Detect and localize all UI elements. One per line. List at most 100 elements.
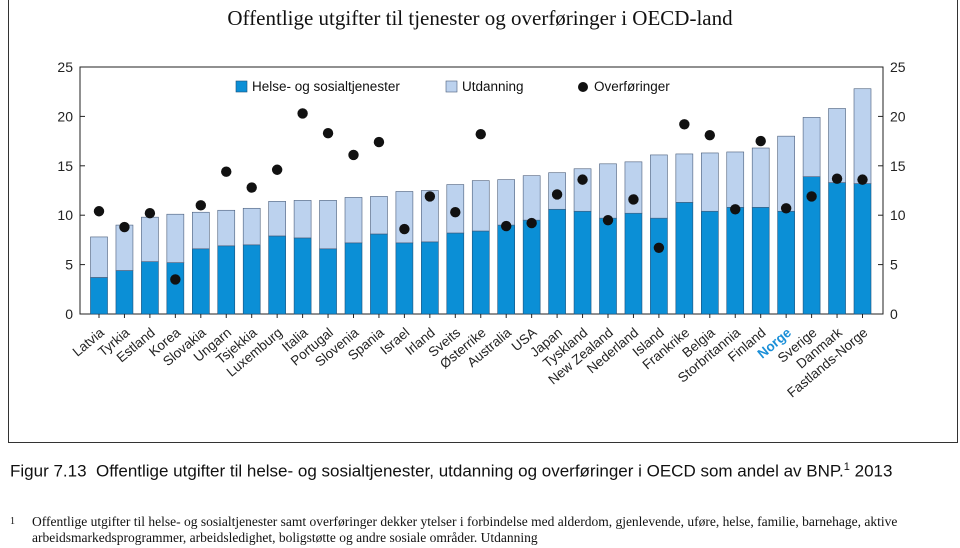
bar-health [370,233,388,315]
bar-education [370,196,388,235]
bar-education [421,190,439,243]
legend-label-education: Utdanning [462,79,524,94]
bar-education [217,209,236,247]
dot-transfers [653,242,665,254]
y-tick-label-left: 0 [65,306,73,322]
dot-transfers [297,108,308,119]
bar-health [675,202,694,315]
bar-health [853,183,872,315]
dot-transfers [628,194,639,205]
bar-health [446,232,465,315]
y-tick-label-left: 25 [57,59,73,75]
bar-health [192,248,210,315]
dot-transfers [577,174,588,185]
dot-transfers [271,164,283,175]
bar-education [522,175,541,221]
dot-transfers [831,173,843,184]
bar-education [802,117,821,177]
dot-transfers [730,204,741,215]
dot-transfers [679,119,690,130]
bar-health [726,206,745,315]
y-tick-label-right: 5 [890,257,898,273]
footnote-mark: 1 [10,516,15,527]
y-tick-label-left: 15 [57,158,73,174]
y-tick-label-right: 15 [890,158,906,174]
bar-health [650,217,668,315]
bar-health [828,182,846,315]
chart-title: Offentlige utgifter til tjenester og ove… [227,6,733,30]
bar-education [166,213,185,263]
bar-health [344,242,363,315]
bar-health [497,224,516,315]
dot-transfers [755,135,766,147]
bar-education [141,216,159,262]
dot-transfers [704,129,715,141]
bar-health [395,242,414,315]
bar-health [268,235,286,315]
dot-transfers [806,191,817,202]
legend-label-health: Helse- og sosialtjenester [252,79,400,94]
y-tick-label-right: 20 [890,108,906,124]
bar-health [548,208,566,315]
dot-transfers [221,166,232,177]
dot-transfers [450,207,461,218]
bar-education [751,147,770,208]
dot-transfers [373,136,385,148]
y-tick-label-right: 0 [890,306,898,322]
legend-swatch-transfers [578,82,588,92]
dot-transfers [475,128,486,140]
bar-education [777,135,795,212]
bar-health [421,241,439,315]
caption-sup: 1 [843,461,850,473]
bar-health [141,261,159,315]
bar-health [166,262,185,315]
caption-year: 2013 [854,461,893,481]
figure-caption: Figur 7.13 Offentlige utgifter til helse… [10,456,955,483]
dot-transfers [170,274,181,285]
bar-education [242,207,261,246]
dot-transfers [246,182,257,193]
bar-education [650,154,668,219]
bar-education [853,88,872,184]
bar-education [700,152,719,212]
dot-transfers [322,127,334,139]
bar-education [675,153,694,203]
bar-education [192,211,210,250]
dot-transfers [526,217,537,229]
bar-health [319,248,337,315]
bar-education [293,200,312,239]
bar-education [828,108,846,183]
dot-transfers [424,191,436,202]
y-tick-label-right: 25 [890,59,906,75]
bar-health [293,237,312,315]
bar-health [90,277,108,315]
bar-education [726,151,745,208]
dot-transfers [348,149,359,161]
bar-health [599,217,617,315]
bar-health [471,230,490,315]
bar-education [90,236,108,278]
dot-transfers [857,174,868,185]
bar-health [115,270,134,315]
bar-education [344,197,363,244]
legend-swatch-education [445,80,458,93]
bar-education [471,180,490,232]
dot-transfers [399,223,410,235]
bar-education [395,191,414,244]
y-tick-label-left: 5 [65,257,73,273]
legend-swatch-health [235,80,248,93]
y-tick-label-right: 10 [890,207,906,223]
bar-education [599,163,617,219]
dot-transfers [144,208,156,219]
bar-health [624,212,643,315]
dot-transfers [195,200,206,211]
dot-transfers [602,214,614,226]
bar-education [268,201,286,237]
bar-health [522,219,541,315]
bar-health [751,206,770,315]
bar-health [777,210,795,315]
bar-health [700,210,719,315]
legend-label-transfers: Overføringer [594,79,670,94]
dot-transfers [780,203,792,214]
